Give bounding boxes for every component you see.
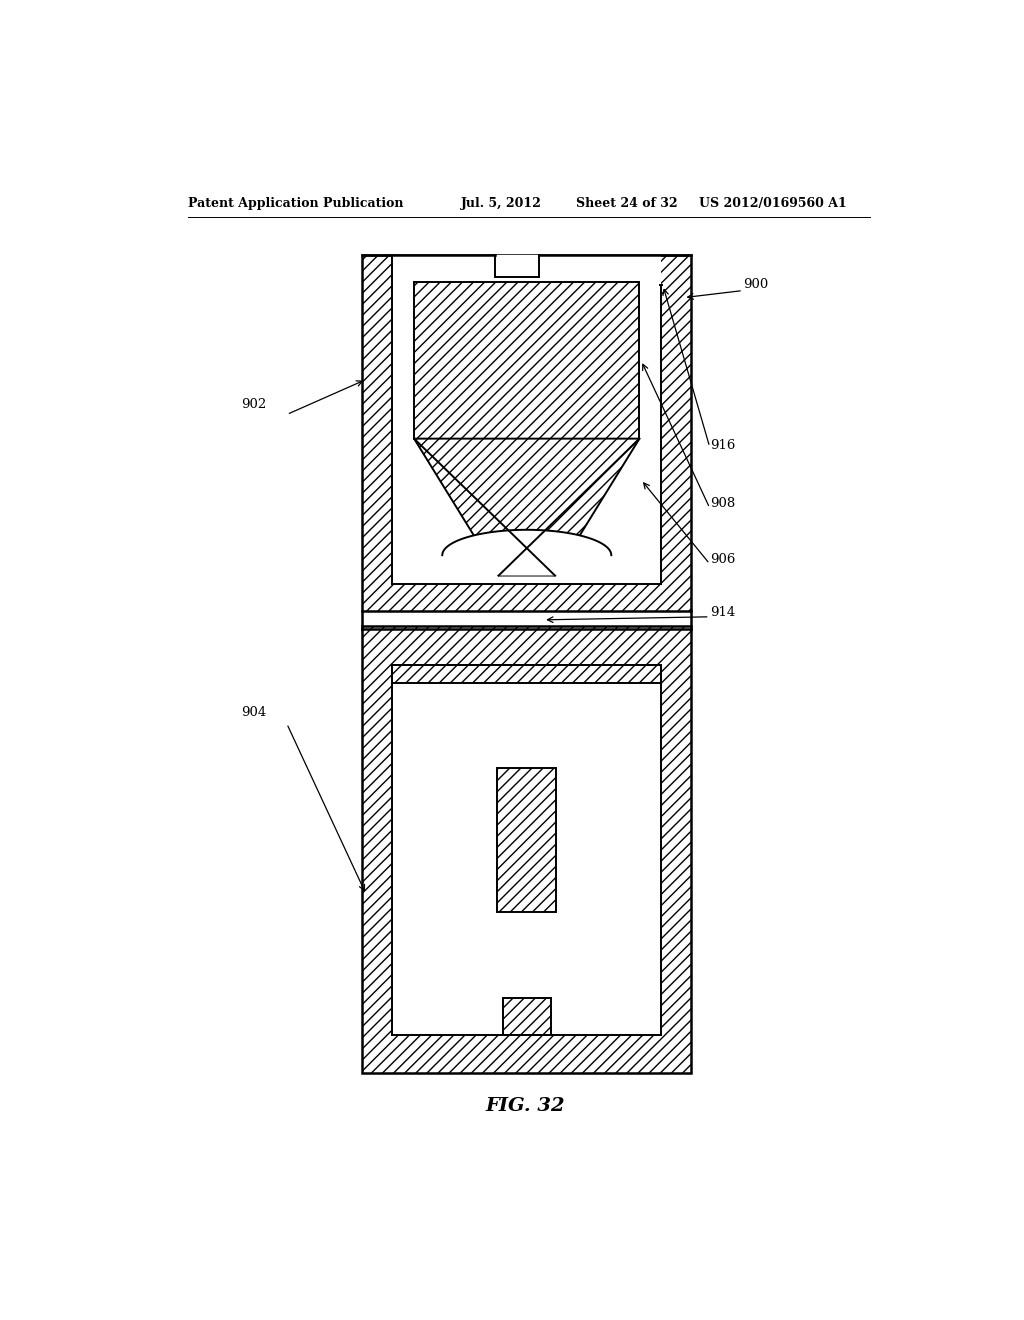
Text: US 2012/0169560 A1: US 2012/0169560 A1 — [699, 197, 847, 210]
Bar — [362, 626, 691, 1073]
Text: 914: 914 — [710, 606, 735, 619]
Text: 902: 902 — [241, 397, 266, 411]
Bar — [503, 998, 551, 1035]
Text: 908: 908 — [710, 498, 735, 511]
Text: Patent Application Publication: Patent Application Publication — [187, 197, 403, 210]
Text: 904: 904 — [241, 706, 266, 719]
Text: 900: 900 — [743, 279, 768, 290]
Text: FIG. 32: FIG. 32 — [485, 1097, 564, 1114]
Bar — [498, 768, 556, 912]
Polygon shape — [442, 529, 611, 576]
Bar — [495, 255, 539, 277]
Text: Jul. 5, 2012: Jul. 5, 2012 — [461, 197, 542, 210]
Text: 916: 916 — [710, 438, 735, 451]
Polygon shape — [414, 438, 639, 576]
Bar — [392, 664, 662, 1035]
Text: 906: 906 — [710, 553, 735, 566]
Bar — [362, 255, 691, 611]
Bar — [392, 664, 662, 682]
Text: Sheet 24 of 32: Sheet 24 of 32 — [577, 197, 678, 210]
Bar — [392, 255, 662, 583]
Bar — [414, 282, 639, 438]
